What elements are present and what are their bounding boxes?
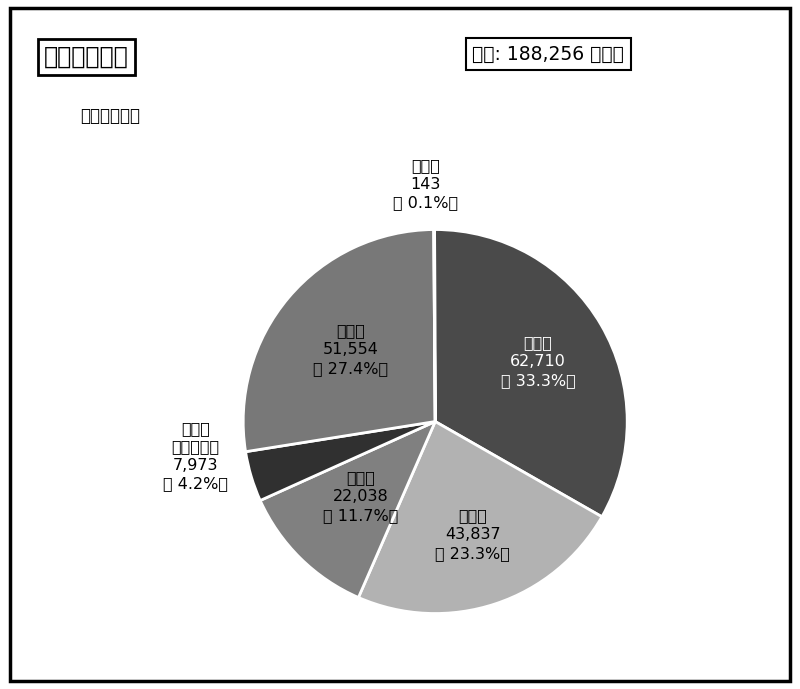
Wedge shape — [260, 422, 435, 597]
Text: その他
143
（ 0.1%）: その他 143 （ 0.1%） — [393, 158, 458, 210]
Text: 娯楽等
サービス費
7,973
（ 4.2%）: 娯楽等 サービス費 7,973 （ 4.2%） — [163, 421, 228, 491]
Text: 宿泊費
62,710
（ 33.3%）: 宿泊費 62,710 （ 33.3%） — [501, 336, 575, 388]
Text: 飲食費
43,837
（ 23.3%）: 飲食費 43,837 （ 23.3%） — [435, 508, 510, 561]
Wedge shape — [243, 229, 435, 452]
Wedge shape — [246, 422, 435, 500]
Wedge shape — [434, 229, 627, 517]
Text: 総額: 188,256 円／人: 総額: 188,256 円／人 — [472, 45, 624, 64]
Text: 単位：円／人: 単位：円／人 — [80, 107, 140, 125]
Text: 交通費
22,038
（ 11.7%）: 交通費 22,038 （ 11.7%） — [323, 471, 398, 523]
Wedge shape — [358, 422, 602, 613]
Text: 【旅行支出】: 【旅行支出】 — [44, 45, 129, 69]
Wedge shape — [434, 229, 435, 422]
Text: 買物代
51,554
（ 27.4%）: 買物代 51,554 （ 27.4%） — [313, 323, 388, 376]
